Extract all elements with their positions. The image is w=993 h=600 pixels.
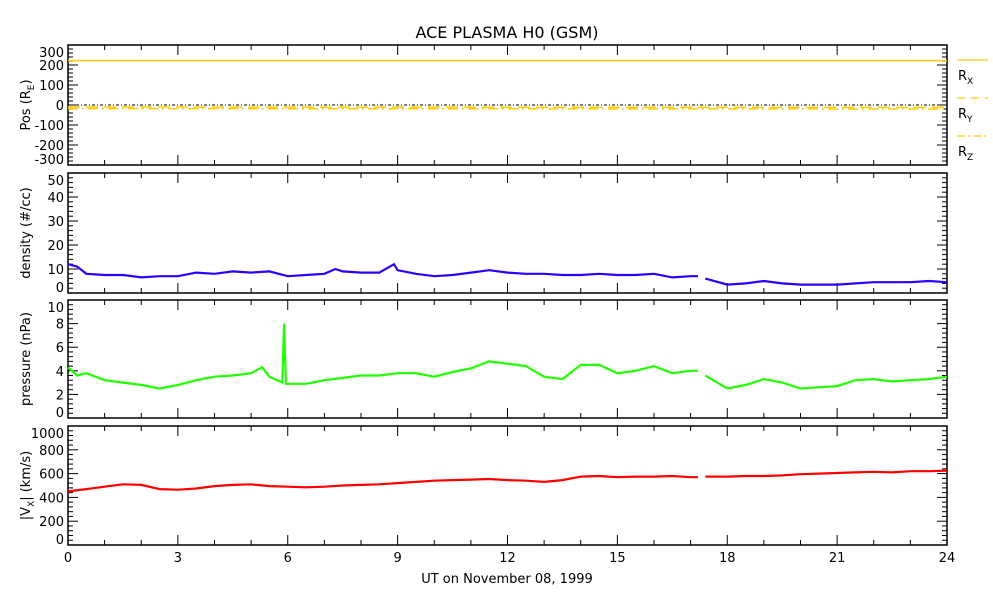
y-tick-label: 200: [39, 515, 64, 530]
series-line-vx: [67, 469, 948, 493]
series-line-density: [67, 262, 948, 286]
series-line-pressure: [67, 323, 948, 390]
x-tick-label: 9: [393, 551, 401, 566]
panel-pressure: 0 2 4 6 8 10 pressure (nPa): [19, 299, 948, 421]
y-tick-label: 0: [56, 406, 64, 421]
x-tick-label: 21: [829, 551, 846, 566]
y-tick-label: 20: [47, 239, 64, 254]
x-tick-label: 0: [64, 551, 72, 566]
x-tick-label: 3: [174, 551, 182, 566]
legend-label-rz: RZ: [958, 145, 973, 163]
x-tick-label: 12: [499, 551, 516, 566]
y-tick-label: 0: [56, 281, 64, 296]
y-tick-label: -300: [34, 153, 64, 168]
x-tick-label: 24: [939, 551, 956, 566]
y-axis-label-pressure: pressure (nPa): [19, 312, 34, 406]
y-tick-label: 1000: [31, 427, 64, 442]
panel-frame: [67, 44, 948, 166]
y-tick-label: 400: [39, 491, 64, 506]
y-tick-label: 50: [47, 174, 64, 189]
y-tick-label: 600: [39, 468, 64, 483]
panel-frame: [67, 172, 948, 294]
y-tick-label: 10: [47, 263, 64, 278]
y-tick-label: 6: [56, 341, 64, 356]
y-axis-label-position: Pos (RE): [19, 79, 37, 130]
x-tick-label: 15: [609, 551, 626, 566]
y-tick-label: 300: [39, 46, 64, 61]
y-tick-label: 800: [39, 444, 64, 459]
y-tick-label: -100: [34, 119, 64, 134]
y-tick-label: 200: [39, 59, 64, 74]
legend-label-ry: RY: [958, 107, 973, 125]
legend-label-rx: RX: [958, 69, 973, 87]
panel-vx: 0 200 400 600 800 1000 |VX| (km/s): [19, 425, 948, 548]
y-axis-label-density: density (#/cc): [19, 187, 34, 279]
panel-frame: [67, 425, 948, 546]
y-tick-label: 10: [47, 301, 64, 316]
y-tick-label: 4: [56, 365, 64, 380]
x-tick-label: 18: [719, 551, 736, 566]
y-tick-label: 30: [47, 215, 64, 230]
x-axis-label: UT on November 08, 1999: [421, 572, 593, 587]
chart-title: ACE PLASMA H0 (GSM): [415, 23, 598, 42]
panel-density: 0 10 20 30 40 50 density (#/cc): [19, 172, 948, 296]
y-axis-label-vx: |VX| (km/s): [19, 451, 37, 520]
y-tick-label: -200: [34, 139, 64, 154]
y-tick-label: 40: [47, 191, 64, 206]
y-tick-label: 0: [56, 533, 64, 548]
x-tick-label: 6: [284, 551, 292, 566]
panel-frame: [67, 299, 948, 419]
y-tick-label: 8: [56, 318, 64, 333]
y-tick-label: 0: [56, 99, 64, 114]
y-tick-label: 2: [56, 388, 64, 403]
y-tick-label: 100: [39, 79, 64, 94]
